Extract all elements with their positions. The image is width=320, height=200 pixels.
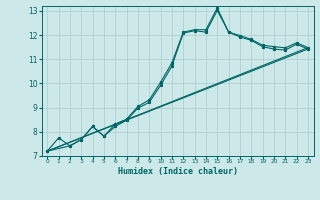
X-axis label: Humidex (Indice chaleur): Humidex (Indice chaleur) <box>118 167 237 176</box>
